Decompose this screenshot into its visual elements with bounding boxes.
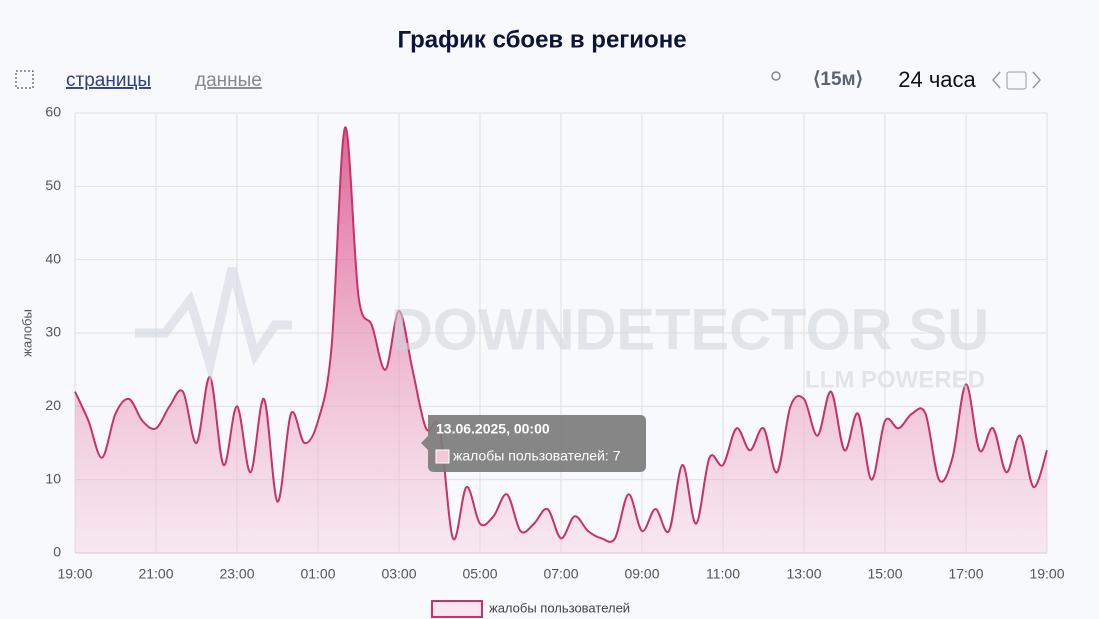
tab[interactable]: страницы (66, 70, 151, 91)
area-fill (75, 127, 1047, 553)
y-axis-label: жалобы (19, 309, 34, 357)
interval[interactable]: ⟨15м⟩ (813, 69, 863, 90)
tab[interactable]: данные (195, 70, 262, 91)
x-tick-label: 13:00 (786, 566, 821, 582)
chart-title: График сбоев в регионе (397, 26, 686, 53)
line (74, 126, 1048, 543)
x-tick-label: 11:00 (706, 566, 740, 582)
period: 24 часа (898, 67, 976, 92)
tooltip: 13.06.2025, 00:00 жалобы пользователей: … (421, 415, 646, 472)
x-tick-label: 09:00 (624, 566, 659, 582)
y-tick-label: 0 (53, 544, 61, 560)
watermark-logo (135, 266, 292, 383)
screenshot-icon[interactable] (15, 70, 34, 89)
y-tick-label: 50 (45, 177, 61, 193)
x-tick-label: 05:00 (462, 566, 497, 582)
user-icon[interactable] (771, 71, 781, 81)
y-tick-label: 20 (45, 397, 61, 413)
x-tick-label: 21:00 (138, 566, 173, 582)
x-tick-label: 01:00 (300, 566, 335, 582)
nav-arrows[interactable] (992, 71, 1041, 89)
y-tick-label: 40 (45, 250, 61, 266)
y-tick-label: 30 (45, 324, 61, 340)
x-tick-label: 17:00 (948, 566, 983, 582)
x-tick-label: 03:00 (381, 566, 416, 582)
y-tick-label: 10 (45, 470, 61, 486)
x-tick-label: 07:00 (543, 566, 578, 582)
x-tick-label: 19:00 (1029, 566, 1064, 582)
x-tick-label: 19:00 (57, 566, 92, 582)
y-tick-label: 60 (45, 104, 61, 120)
calendar-icon[interactable] (1006, 71, 1027, 90)
tooltip-swatch (435, 449, 450, 464)
x-tick-label: 23:00 (219, 566, 254, 582)
x-tick-label: 15:00 (867, 566, 902, 582)
legend-swatch (431, 600, 483, 618)
watermark: DOWNDETECTOR SU (391, 297, 989, 362)
tooltip-title: 13.06.2025, 00:00 (436, 421, 550, 437)
legend-label: жалобы пользователей (489, 600, 630, 615)
tooltip-text: жалобы пользователей: 7 (453, 448, 621, 464)
watermark: LLM POWERED (805, 366, 985, 393)
